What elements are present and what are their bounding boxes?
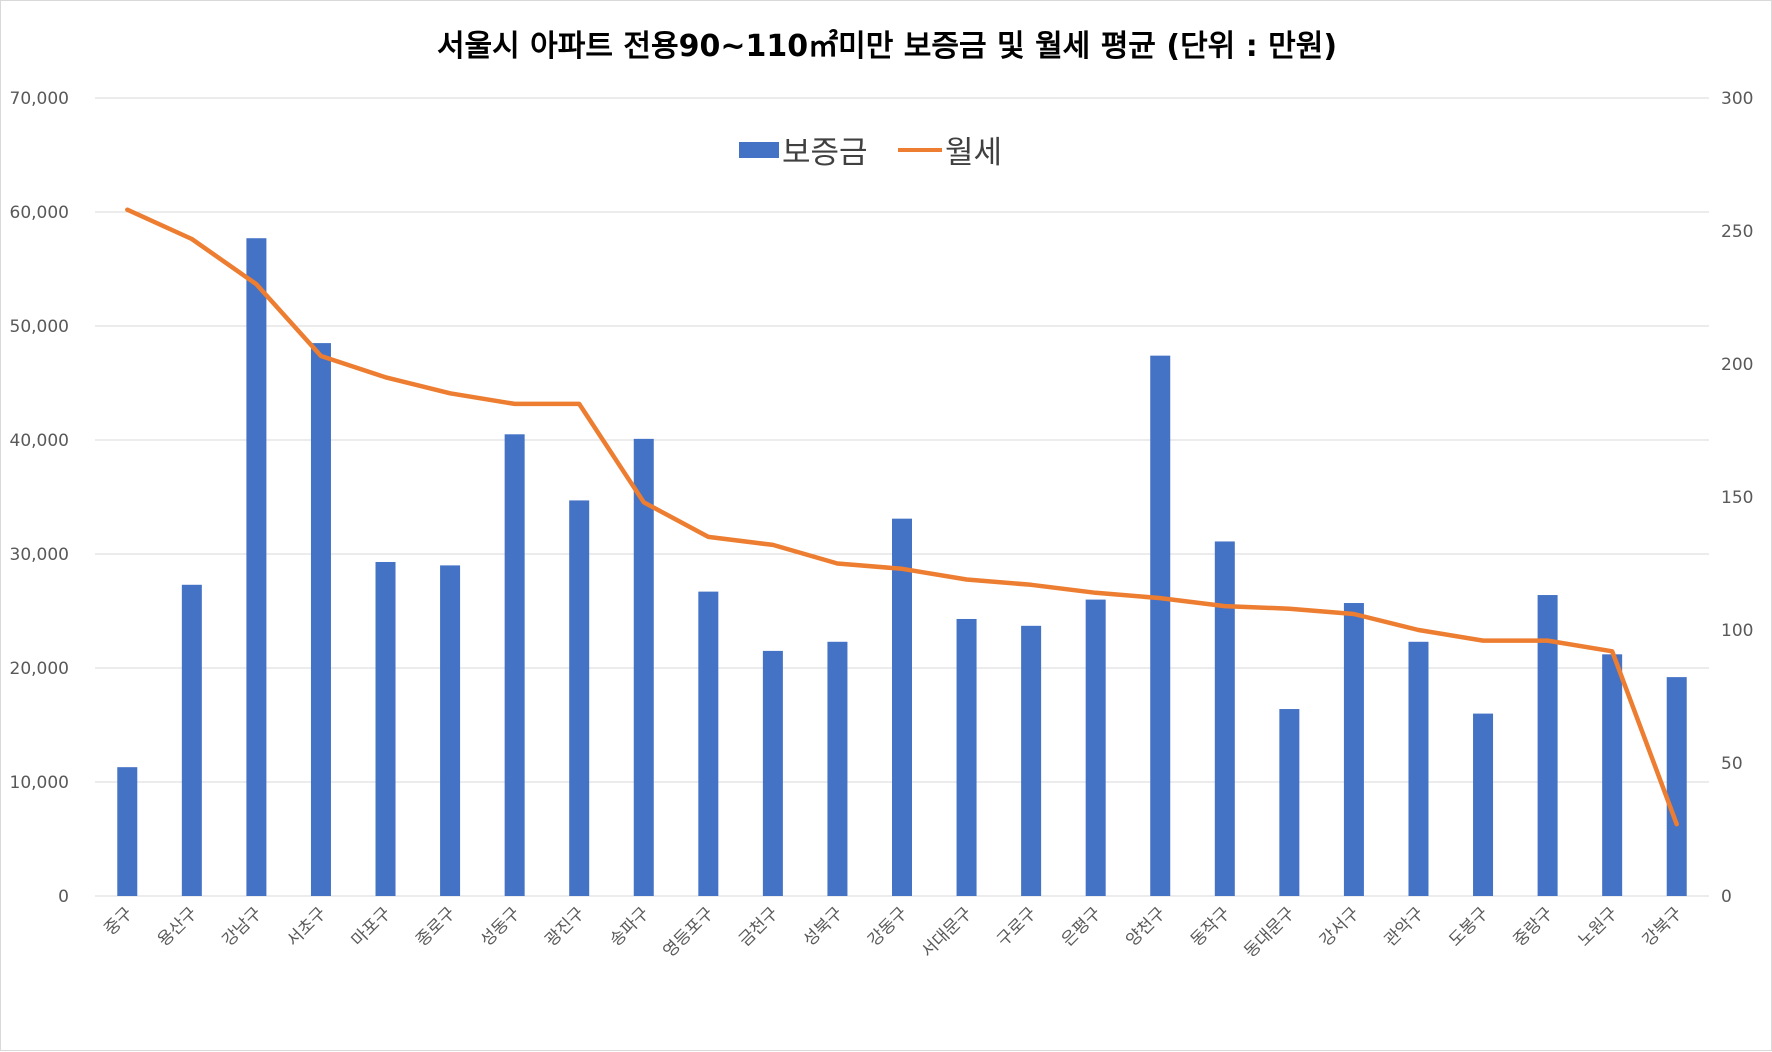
bar-deposit: [1150, 355, 1171, 896]
x-tick-label: 강동구: [864, 903, 911, 950]
x-tick-label: 구로구: [993, 903, 1040, 950]
bar-deposit: [1537, 595, 1558, 896]
bar-deposit: [892, 518, 912, 896]
x-tick-label: 금천구: [735, 903, 782, 950]
bar-deposit: [246, 238, 267, 897]
legend: 보증금 월세: [739, 135, 1002, 171]
bar-deposit: [1021, 625, 1042, 896]
y-left-tick-label: 70,000: [10, 89, 69, 109]
x-tick-label: 강남구: [219, 903, 266, 950]
y-right-tick-label: 200: [1721, 355, 1753, 375]
y-right-tick-label: 300: [1721, 89, 1753, 109]
x-tick-label: 관악구: [1381, 903, 1428, 950]
bar-deposit: [1408, 641, 1429, 896]
x-tick-label: 서초구: [283, 903, 330, 950]
bar-deposit: [1279, 709, 1300, 896]
y-left-tick-label: 40,000: [10, 431, 69, 451]
x-tick-label: 중랑구: [1510, 903, 1557, 950]
y-left-tick-label: 60,000: [10, 203, 69, 223]
y-left-tick-label: 20,000: [10, 659, 69, 679]
y-left-tick-label: 50,000: [10, 317, 69, 337]
bar-deposit: [310, 343, 331, 897]
y-right-tick-label: 0: [1721, 887, 1732, 907]
bar-deposit: [956, 618, 977, 896]
bar-deposit: [569, 500, 590, 896]
bar-deposit: [375, 561, 396, 896]
legend-label-deposit: 보증금: [782, 135, 868, 171]
y-left-tick-label: 30,000: [10, 545, 69, 565]
bar-deposit: [1085, 599, 1106, 896]
x-tick-label: 송파구: [606, 903, 653, 950]
x-tick-label: 영등포구: [659, 903, 717, 961]
chart-title: 서울시 아파트 전용90~110㎡미만 보증금 및 월세 평균 (단위 : 만원…: [437, 29, 1337, 64]
x-tick-label: 도봉구: [1445, 903, 1492, 950]
x-tick-label: 서대문구: [918, 903, 976, 961]
y-right-tick-label: 250: [1721, 222, 1753, 242]
line-series-rent: [125, 207, 1679, 827]
x-tick-label: 강서구: [1316, 903, 1363, 950]
x-tick-label: 은평구: [1058, 903, 1105, 950]
y-right-tick-label: 100: [1721, 621, 1753, 641]
bar-deposit: [504, 434, 525, 896]
bar-deposit: [1214, 541, 1235, 896]
y-left-tick-label: 10,000: [10, 773, 69, 793]
bar-deposit: [1602, 654, 1623, 896]
x-axis: 중구 용산구 강남구 서초구 마포구 종로구 성동구 광진구 송파구 영등포구 금천구 성북구 강동구 서…: [101, 903, 1687, 961]
bar-deposit: [440, 565, 461, 896]
bar-deposit: [1473, 713, 1494, 896]
y-right-tick-label: 50: [1721, 754, 1743, 774]
y-left-tick-label: 0: [58, 887, 69, 907]
bar-deposit: [827, 641, 848, 896]
x-tick-label: 동대문구: [1241, 903, 1299, 961]
x-tick-label: 중구: [101, 903, 137, 939]
bar-deposit: [633, 438, 654, 896]
legend-swatch-deposit: [739, 142, 779, 158]
y-axis-left: 0 10,000 20,000 30,000 40,000 50,000 60,000 70,…: [10, 89, 69, 907]
line-rent: [125, 207, 1679, 827]
y-right-tick-label: 150: [1721, 488, 1753, 508]
x-tick-label: 종로구: [412, 903, 459, 950]
bar-deposit: [181, 584, 202, 896]
y-axis-right: 0 50 100 150 200 250 300: [1721, 89, 1753, 907]
bar-deposit: [1343, 603, 1364, 896]
x-tick-label: 성동구: [477, 903, 524, 950]
x-tick-label: 마포구: [348, 903, 395, 950]
x-tick-label: 동작구: [1187, 903, 1234, 950]
bar-series-deposit: [117, 238, 1687, 897]
x-tick-label: 양천구: [1122, 903, 1169, 950]
x-tick-label: 성북구: [800, 903, 847, 950]
bar-deposit: [1666, 677, 1687, 896]
bar-deposit: [698, 591, 719, 896]
legend-label-rent: 월세: [945, 135, 1002, 171]
x-tick-label: 광진구: [541, 903, 588, 950]
x-tick-label: 강북구: [1639, 903, 1686, 950]
x-tick-label: 노원구: [1574, 903, 1621, 950]
bar-deposit: [117, 767, 138, 896]
bar-deposit: [762, 650, 783, 896]
x-tick-label: 용산구: [154, 903, 201, 950]
